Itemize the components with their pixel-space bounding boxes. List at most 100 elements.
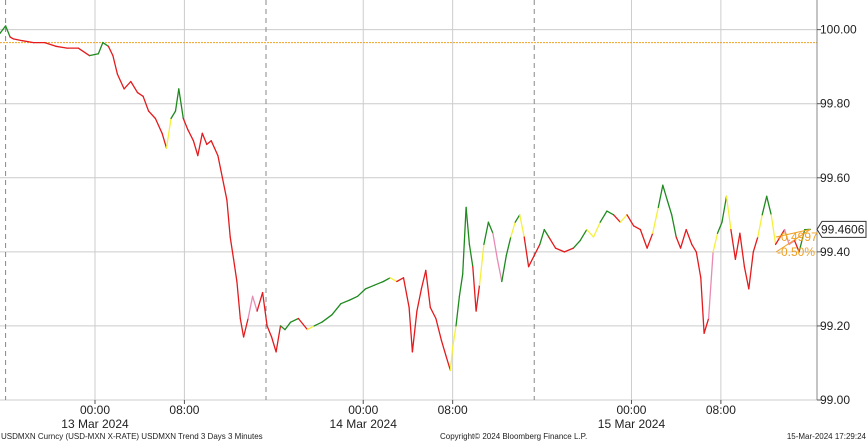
- series-segment: [178, 88, 184, 120]
- last-value-label: 99.4606: [821, 222, 865, 236]
- series-segment: [340, 299, 351, 305]
- series-segment: [182, 117, 189, 131]
- series-segment: [136, 91, 144, 97]
- series-segment: [599, 210, 608, 223]
- series-segment: [416, 288, 423, 312]
- series-segment: [734, 232, 741, 260]
- last-value-box: [816, 220, 867, 238]
- series-segment: [147, 110, 157, 120]
- series-segment: [492, 232, 499, 260]
- series-segment: [700, 277, 705, 334]
- series-segment: [766, 195, 772, 216]
- series-segment: [247, 295, 254, 320]
- series-segment: [12, 38, 24, 42]
- series-segment: [592, 221, 601, 238]
- series-segment: [77, 47, 91, 57]
- series-segment: [435, 317, 443, 342]
- series-segment: [519, 214, 525, 238]
- series-segment: [174, 88, 180, 112]
- series-segment: [270, 336, 277, 353]
- series-segment: [455, 295, 461, 327]
- series-segment: [572, 240, 581, 249]
- series-segment: [675, 236, 682, 249]
- series-segment: [788, 240, 796, 246]
- series-segment: [783, 228, 790, 246]
- last-value-marker: 99.4606: [816, 220, 867, 238]
- series-segment: [639, 228, 648, 249]
- series-segment: [748, 251, 754, 290]
- series-segment: [170, 110, 177, 120]
- series-segment: [539, 228, 545, 246]
- series-segment: [721, 195, 728, 223]
- series-segment: [206, 140, 212, 146]
- x-tick-label: 00:00: [616, 403, 646, 417]
- series-segment: [483, 221, 490, 246]
- series-segment: [429, 306, 437, 320]
- session-breaks: [5, 0, 535, 400]
- x-day-label: 14 Mar 2024: [330, 417, 398, 431]
- series-segment: [725, 195, 732, 231]
- series-segment: [691, 243, 697, 253]
- series-segment: [652, 206, 659, 234]
- x-tick-label: 08:00: [706, 403, 736, 417]
- series-segment: [236, 280, 241, 320]
- series-segment: [44, 41, 57, 47]
- y-tick-label: 99.60: [820, 171, 850, 185]
- series-segment: [707, 251, 714, 320]
- horizontal-gridlines: [0, 29, 817, 401]
- series-segment: [523, 236, 530, 268]
- series-segment: [402, 277, 410, 309]
- y-tick-label: 100.00: [820, 23, 857, 37]
- change-annotation: -0.4997 -0.50%: [775, 228, 818, 259]
- series-segment: [197, 132, 203, 157]
- change-leader-2: [775, 228, 811, 253]
- series-segment: [462, 206, 467, 275]
- footer-timestamp: 15-Mar-2024 17:29:24: [787, 432, 867, 441]
- series-segment: [496, 258, 503, 283]
- series-segment: [612, 214, 621, 223]
- series-segment: [382, 277, 391, 283]
- series-segment: [646, 232, 654, 249]
- series-segment: [256, 291, 264, 312]
- series-segment: [472, 266, 477, 312]
- series-segment: [321, 314, 333, 323]
- x-tick-label: 00:00: [348, 403, 378, 417]
- x-day-label: 15 Mar 2024: [598, 417, 666, 431]
- series-segment: [226, 199, 231, 238]
- series-segment: [21, 40, 35, 44]
- series-segment: [130, 80, 139, 94]
- series-segment: [97, 41, 104, 55]
- series-segment: [662, 184, 668, 201]
- series-segment: [514, 214, 521, 223]
- series-segment: [458, 273, 464, 297]
- series-segment: [306, 325, 315, 331]
- series-segment: [703, 317, 710, 334]
- series-segment: [505, 236, 512, 257]
- x-day-label: 13 Mar 2024: [61, 417, 129, 431]
- change-abs-label: -0.4997: [777, 230, 818, 244]
- footer-security: USDMXN Curncy (USD-MXN X-RATE) USDMXN Tr…: [1, 432, 263, 441]
- series-segment: [657, 184, 664, 209]
- series-segment: [752, 236, 759, 253]
- series-segment: [510, 221, 516, 238]
- series-segment: [445, 354, 452, 372]
- y-tick-label: 99.40: [820, 245, 850, 259]
- series-segment: [356, 288, 367, 297]
- change-leader-1: [775, 228, 811, 238]
- series-segment: [275, 325, 282, 353]
- series-segment: [761, 195, 768, 216]
- x-tick-label: 00:00: [80, 403, 110, 417]
- footer-copyright: Copyright© 2024 Bloomberg Finance L.P.: [440, 432, 587, 441]
- series-segment: [221, 177, 228, 201]
- series-segment: [420, 269, 427, 290]
- series-segment: [251, 295, 258, 312]
- series-segment: [579, 228, 588, 242]
- series-segment: [142, 95, 150, 112]
- series-segment: [389, 277, 398, 283]
- series-segment: [548, 236, 557, 249]
- series-segment: [533, 243, 541, 257]
- series-segment: [449, 347, 454, 372]
- series-segment: [626, 214, 635, 227]
